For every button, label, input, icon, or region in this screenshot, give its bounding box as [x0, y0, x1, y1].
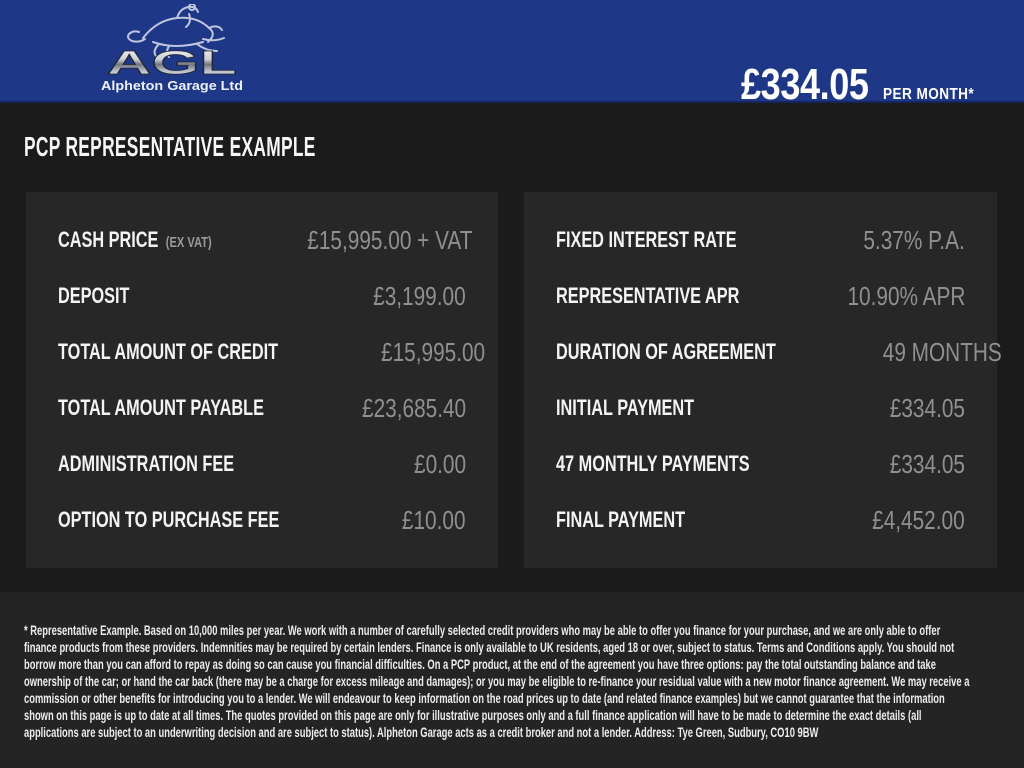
finance-row-initial-payment: INITIAL PAYMENT £334.05	[556, 380, 965, 436]
finance-row-monthly-payments: 47 MONTHLY PAYMENTS £334.05	[556, 436, 965, 492]
row-label: FIXED INTEREST RATE	[556, 227, 737, 252]
row-label: TOTAL AMOUNT OF CREDIT	[58, 339, 279, 364]
dealer-logo: AGL Alpheton Garage Ltd	[101, 4, 243, 93]
row-value: £23,685.40	[362, 393, 467, 423]
row-label: OPTION TO PURCHASE FEE	[58, 507, 280, 532]
row-label: TOTAL AMOUNT PAYABLE	[58, 395, 264, 420]
row-label: DEPOSIT	[58, 283, 130, 308]
logo-company-name: Alpheton Garage Ltd	[101, 79, 243, 93]
finance-row-interest-rate: FIXED INTEREST RATE 5.37% P.A.	[556, 212, 965, 268]
finance-row-duration: DURATION OF AGREEMENT 49 MONTHS	[556, 324, 1002, 380]
row-label: ADMINISTRATION FEE	[58, 451, 235, 476]
row-value: £0.00	[413, 449, 466, 479]
row-label: 47 MONTHLY PAYMENTS	[556, 451, 750, 476]
row-value: 5.37% P.A.	[863, 225, 965, 255]
disclaimer-line: finance products from these providers. I…	[24, 639, 955, 655]
finance-row-cash-price: CASH PRICE (EX VAT) £15,995.00 + VAT	[58, 212, 472, 268]
main-content: PCP REPRESENTATIVE EXAMPLE CASH PRICE (EX…	[0, 105, 1024, 592]
price-period: PER MONTH*	[882, 86, 974, 103]
price-amount: £334.05	[741, 60, 869, 109]
row-sublabel: (EX VAT)	[165, 234, 212, 251]
row-value: £15,995.00 + VAT	[306, 225, 473, 255]
disclaimer-line: commission or other benefits for introdu…	[24, 690, 945, 706]
row-value: £4,452.00	[872, 505, 965, 535]
row-value: £15,995.00	[381, 337, 486, 367]
logo-acronym: AGL	[107, 44, 237, 81]
row-value: £334.05	[889, 449, 965, 479]
finance-row-option-fee: OPTION TO PURCHASE FEE £10.00	[58, 492, 466, 548]
monthly-price: £334.05 PER MONTH*	[713, 0, 990, 107]
row-label: REPRESENTATIVE APR	[556, 283, 740, 308]
disclaimer-line: ownership of the car; or hand the car ba…	[24, 673, 970, 689]
finance-row-total-payable: TOTAL AMOUNT PAYABLE £23,685.40	[58, 380, 466, 436]
disclaimer-line: * Representative Example. Based on 10,00…	[24, 622, 941, 638]
row-label: FINAL PAYMENT	[556, 507, 686, 532]
disclaimer-line: shown on this page is up to date at all …	[24, 707, 922, 723]
disclaimer-line: applications are subject to an underwrit…	[24, 724, 819, 740]
disclaimer-line: borrow more than you can afford to repay…	[24, 656, 936, 672]
finance-panel-right: FIXED INTEREST RATE 5.37% P.A. REPRESENT…	[524, 192, 1002, 568]
finance-row-apr: REPRESENTATIVE APR 10.90% APR	[556, 268, 965, 324]
row-label: DURATION OF AGREEMENT	[556, 339, 776, 364]
finance-row-admin-fee: ADMINISTRATION FEE £0.00	[58, 436, 466, 492]
row-label: CASH PRICE	[58, 227, 159, 252]
footer-disclaimer: * Representative Example. Based on 10,00…	[0, 592, 1024, 768]
page-title: PCP REPRESENTATIVE EXAMPLE	[24, 131, 316, 162]
row-value: £3,199.00	[373, 281, 466, 311]
finance-panel-left: CASH PRICE (EX VAT) £15,995.00 + VAT DEPO…	[26, 192, 498, 568]
horse-jump-icon	[127, 4, 225, 58]
finance-row-deposit: DEPOSIT £3,199.00	[58, 268, 466, 324]
finance-row-final-payment: FINAL PAYMENT £4,452.00	[556, 492, 965, 548]
finance-row-total-credit: TOTAL AMOUNT OF CREDIT £15,995.00	[58, 324, 486, 380]
row-label: INITIAL PAYMENT	[556, 395, 695, 420]
row-value: £334.05	[889, 393, 965, 423]
header-bar: AGL Alpheton Garage Ltd £334.05 PER MONT…	[0, 0, 1024, 107]
row-value: 10.90% APR	[847, 281, 965, 311]
row-value: £10.00	[402, 505, 466, 535]
row-value: 49 MONTHS	[882, 337, 1002, 367]
